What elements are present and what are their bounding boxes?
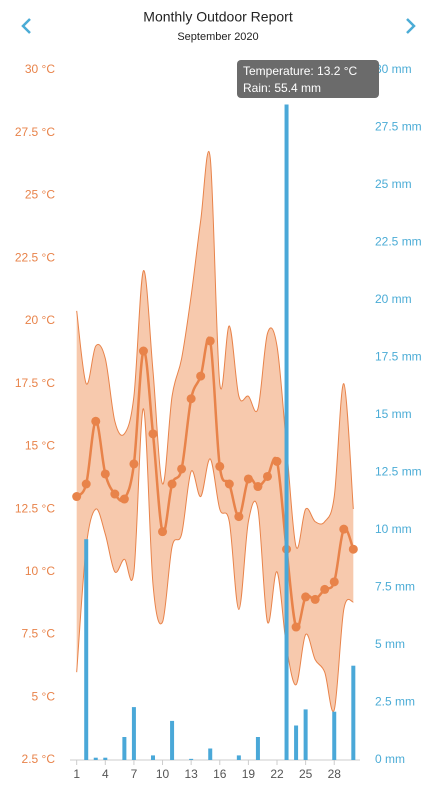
y-tick-label: 12.5 °C bbox=[15, 501, 55, 515]
y2-tick-label: 7.5 mm bbox=[375, 580, 415, 594]
bar bbox=[294, 725, 299, 760]
y-tick-label: 27.5 °C bbox=[15, 125, 55, 139]
y2-tick-label: 27.5 mm bbox=[375, 120, 422, 134]
point bbox=[234, 512, 244, 522]
range-area bbox=[76, 151, 354, 712]
bar bbox=[303, 709, 308, 760]
point bbox=[129, 459, 139, 469]
bar bbox=[150, 755, 155, 760]
y2-tick-label: 10 mm bbox=[375, 522, 412, 536]
chart-title: Monthly Outdoor Report bbox=[143, 9, 293, 25]
y-tick-label: 7.5 °C bbox=[22, 627, 56, 641]
next-button[interactable] bbox=[406, 18, 416, 34]
range-low bbox=[76, 408, 354, 713]
x-tick-label: 28 bbox=[328, 767, 342, 781]
x-tick-label: 25 bbox=[299, 767, 313, 781]
y2-tick-label: 30 mm bbox=[375, 62, 412, 76]
point bbox=[100, 469, 110, 479]
y2-tick-label: 5 mm bbox=[375, 637, 405, 651]
y-tick-label: 20 °C bbox=[25, 313, 55, 327]
point bbox=[177, 464, 187, 474]
point bbox=[215, 461, 225, 471]
tooltip: Temperature: 13.2 °C Rain: 55.4 mm bbox=[237, 60, 379, 98]
point bbox=[205, 336, 215, 346]
x-tick-label: 10 bbox=[156, 767, 170, 781]
y2-tick-label: 20 mm bbox=[375, 292, 412, 306]
y-tick-label: 30 °C bbox=[25, 62, 55, 76]
y-tick-label: 5 °C bbox=[32, 689, 56, 703]
x-tick-label: 13 bbox=[184, 767, 198, 781]
bar bbox=[332, 711, 337, 760]
point bbox=[158, 527, 168, 537]
prev-button[interactable] bbox=[21, 18, 31, 34]
y2-tick-label: 12.5 mm bbox=[375, 465, 422, 479]
y2-tick-label: 17.5 mm bbox=[375, 350, 422, 364]
range-high bbox=[76, 150, 354, 549]
chart-subtitle: September 2020 bbox=[177, 31, 258, 43]
y-tick-label: 15 °C bbox=[25, 439, 55, 453]
tooltip-box bbox=[237, 60, 379, 98]
bar bbox=[284, 104, 289, 760]
point bbox=[81, 479, 91, 489]
point bbox=[243, 474, 253, 484]
bar bbox=[103, 757, 108, 760]
y2-tick-label: 15 mm bbox=[375, 407, 412, 421]
point bbox=[167, 479, 177, 489]
bar bbox=[255, 737, 260, 760]
point bbox=[310, 594, 320, 604]
tooltip-text: Rain: 55.4 mm bbox=[243, 81, 321, 95]
bar bbox=[208, 748, 213, 760]
y2-tick-label: 0 mm bbox=[375, 752, 405, 766]
point bbox=[119, 494, 129, 504]
point bbox=[224, 479, 234, 489]
y2-tick-label: 22.5 mm bbox=[375, 235, 422, 249]
tooltip-text: Temperature: 13.2 °C bbox=[243, 64, 358, 78]
point bbox=[262, 471, 272, 481]
point bbox=[186, 394, 196, 404]
point bbox=[339, 524, 349, 534]
point bbox=[91, 416, 101, 426]
x-tick-label: 4 bbox=[102, 767, 109, 781]
plot: 2.5 °C 5 °C 7.5 °C 10 °C 12.5 °C 15 °C 17.5 °C… bbox=[15, 62, 422, 781]
x-tick-label: 19 bbox=[242, 767, 256, 781]
point bbox=[329, 577, 339, 587]
point bbox=[72, 492, 82, 502]
y-tick-label: 25 °C bbox=[25, 188, 55, 202]
point bbox=[320, 584, 330, 594]
y2-tick-label: 25 mm bbox=[375, 177, 412, 191]
bar bbox=[131, 707, 136, 760]
bar bbox=[189, 758, 194, 760]
x-tick-label: 16 bbox=[213, 767, 227, 781]
bar bbox=[84, 539, 89, 760]
x-tick-label: 22 bbox=[270, 767, 284, 781]
point bbox=[272, 456, 282, 466]
point bbox=[196, 371, 206, 381]
point bbox=[301, 592, 311, 602]
point bbox=[348, 544, 358, 554]
y-tick-label: 2.5 °C bbox=[22, 752, 56, 766]
bar bbox=[170, 720, 175, 760]
x-tick-label: 7 bbox=[131, 767, 138, 781]
y-tick-label: 22.5 °C bbox=[15, 250, 55, 264]
y2-tick-label: 2.5 mm bbox=[375, 695, 415, 709]
x-tick-label: 1 bbox=[73, 767, 80, 781]
y-tick-label: 10 °C bbox=[25, 564, 55, 578]
point bbox=[148, 429, 158, 439]
bar bbox=[236, 755, 241, 760]
point bbox=[253, 482, 263, 492]
point bbox=[291, 622, 301, 632]
point bbox=[138, 346, 148, 356]
point bbox=[110, 489, 120, 499]
y-tick-label: 17.5 °C bbox=[15, 376, 55, 390]
bar bbox=[351, 665, 356, 760]
bar bbox=[93, 757, 98, 760]
bar bbox=[122, 737, 127, 760]
